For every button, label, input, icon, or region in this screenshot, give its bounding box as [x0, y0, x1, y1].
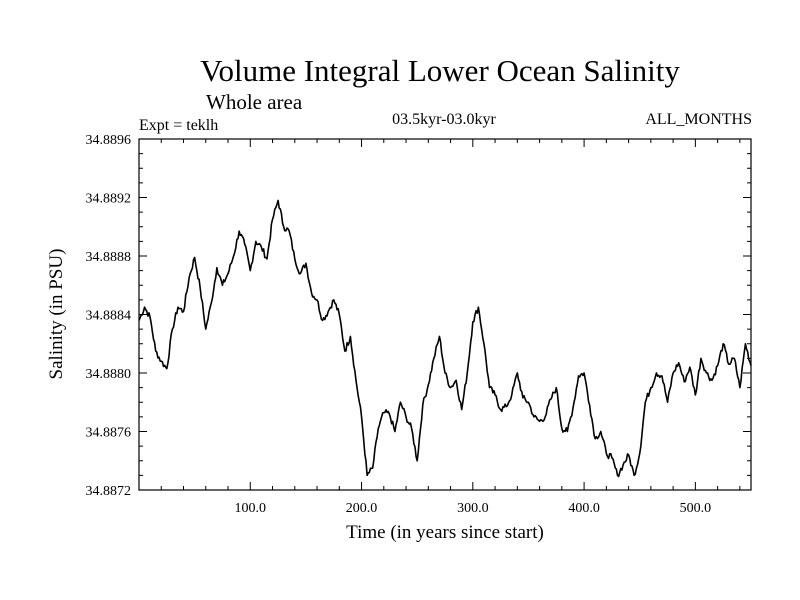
x-tick-label: 200.0 — [346, 501, 378, 516]
x-tick-label: 400.0 — [568, 501, 600, 516]
y-tick-label: 34.8888 — [86, 250, 132, 265]
salinity-series-line — [138, 199, 752, 478]
x-tick-label: 300.0 — [457, 501, 489, 516]
ticks: 100.0 200.0 300.0 400.0 500.0 34.8872 34.8876 3… — [86, 133, 751, 516]
series — [138, 199, 752, 478]
left-annotation: Expt = teklh — [139, 117, 218, 134]
chart-title: Volume Integral Lower Ocean Salinity — [200, 53, 680, 88]
y-tick-label: 34.8892 — [86, 192, 132, 207]
right-annotation: ALL_MONTHS — [645, 111, 752, 128]
y-tick-label: 34.8884 — [86, 309, 132, 324]
chart-subtitle: Whole area — [206, 90, 303, 114]
y-tick-label: 34.8896 — [86, 133, 132, 148]
center-annotation: 03.5kyr-03.0kyr — [392, 111, 496, 128]
x-axis-label: Time (in years since start) — [346, 522, 544, 543]
x-tick-label: 100.0 — [235, 501, 267, 516]
y-tick-label: 34.8880 — [86, 367, 132, 382]
plot-frame — [138, 138, 752, 491]
x-tick-label: 500.0 — [680, 501, 712, 516]
y-tick-label: 34.8872 — [86, 484, 132, 499]
y-tick-label: 34.8876 — [86, 426, 132, 441]
y-axis-label: Salinity (in PSU) — [46, 249, 67, 380]
